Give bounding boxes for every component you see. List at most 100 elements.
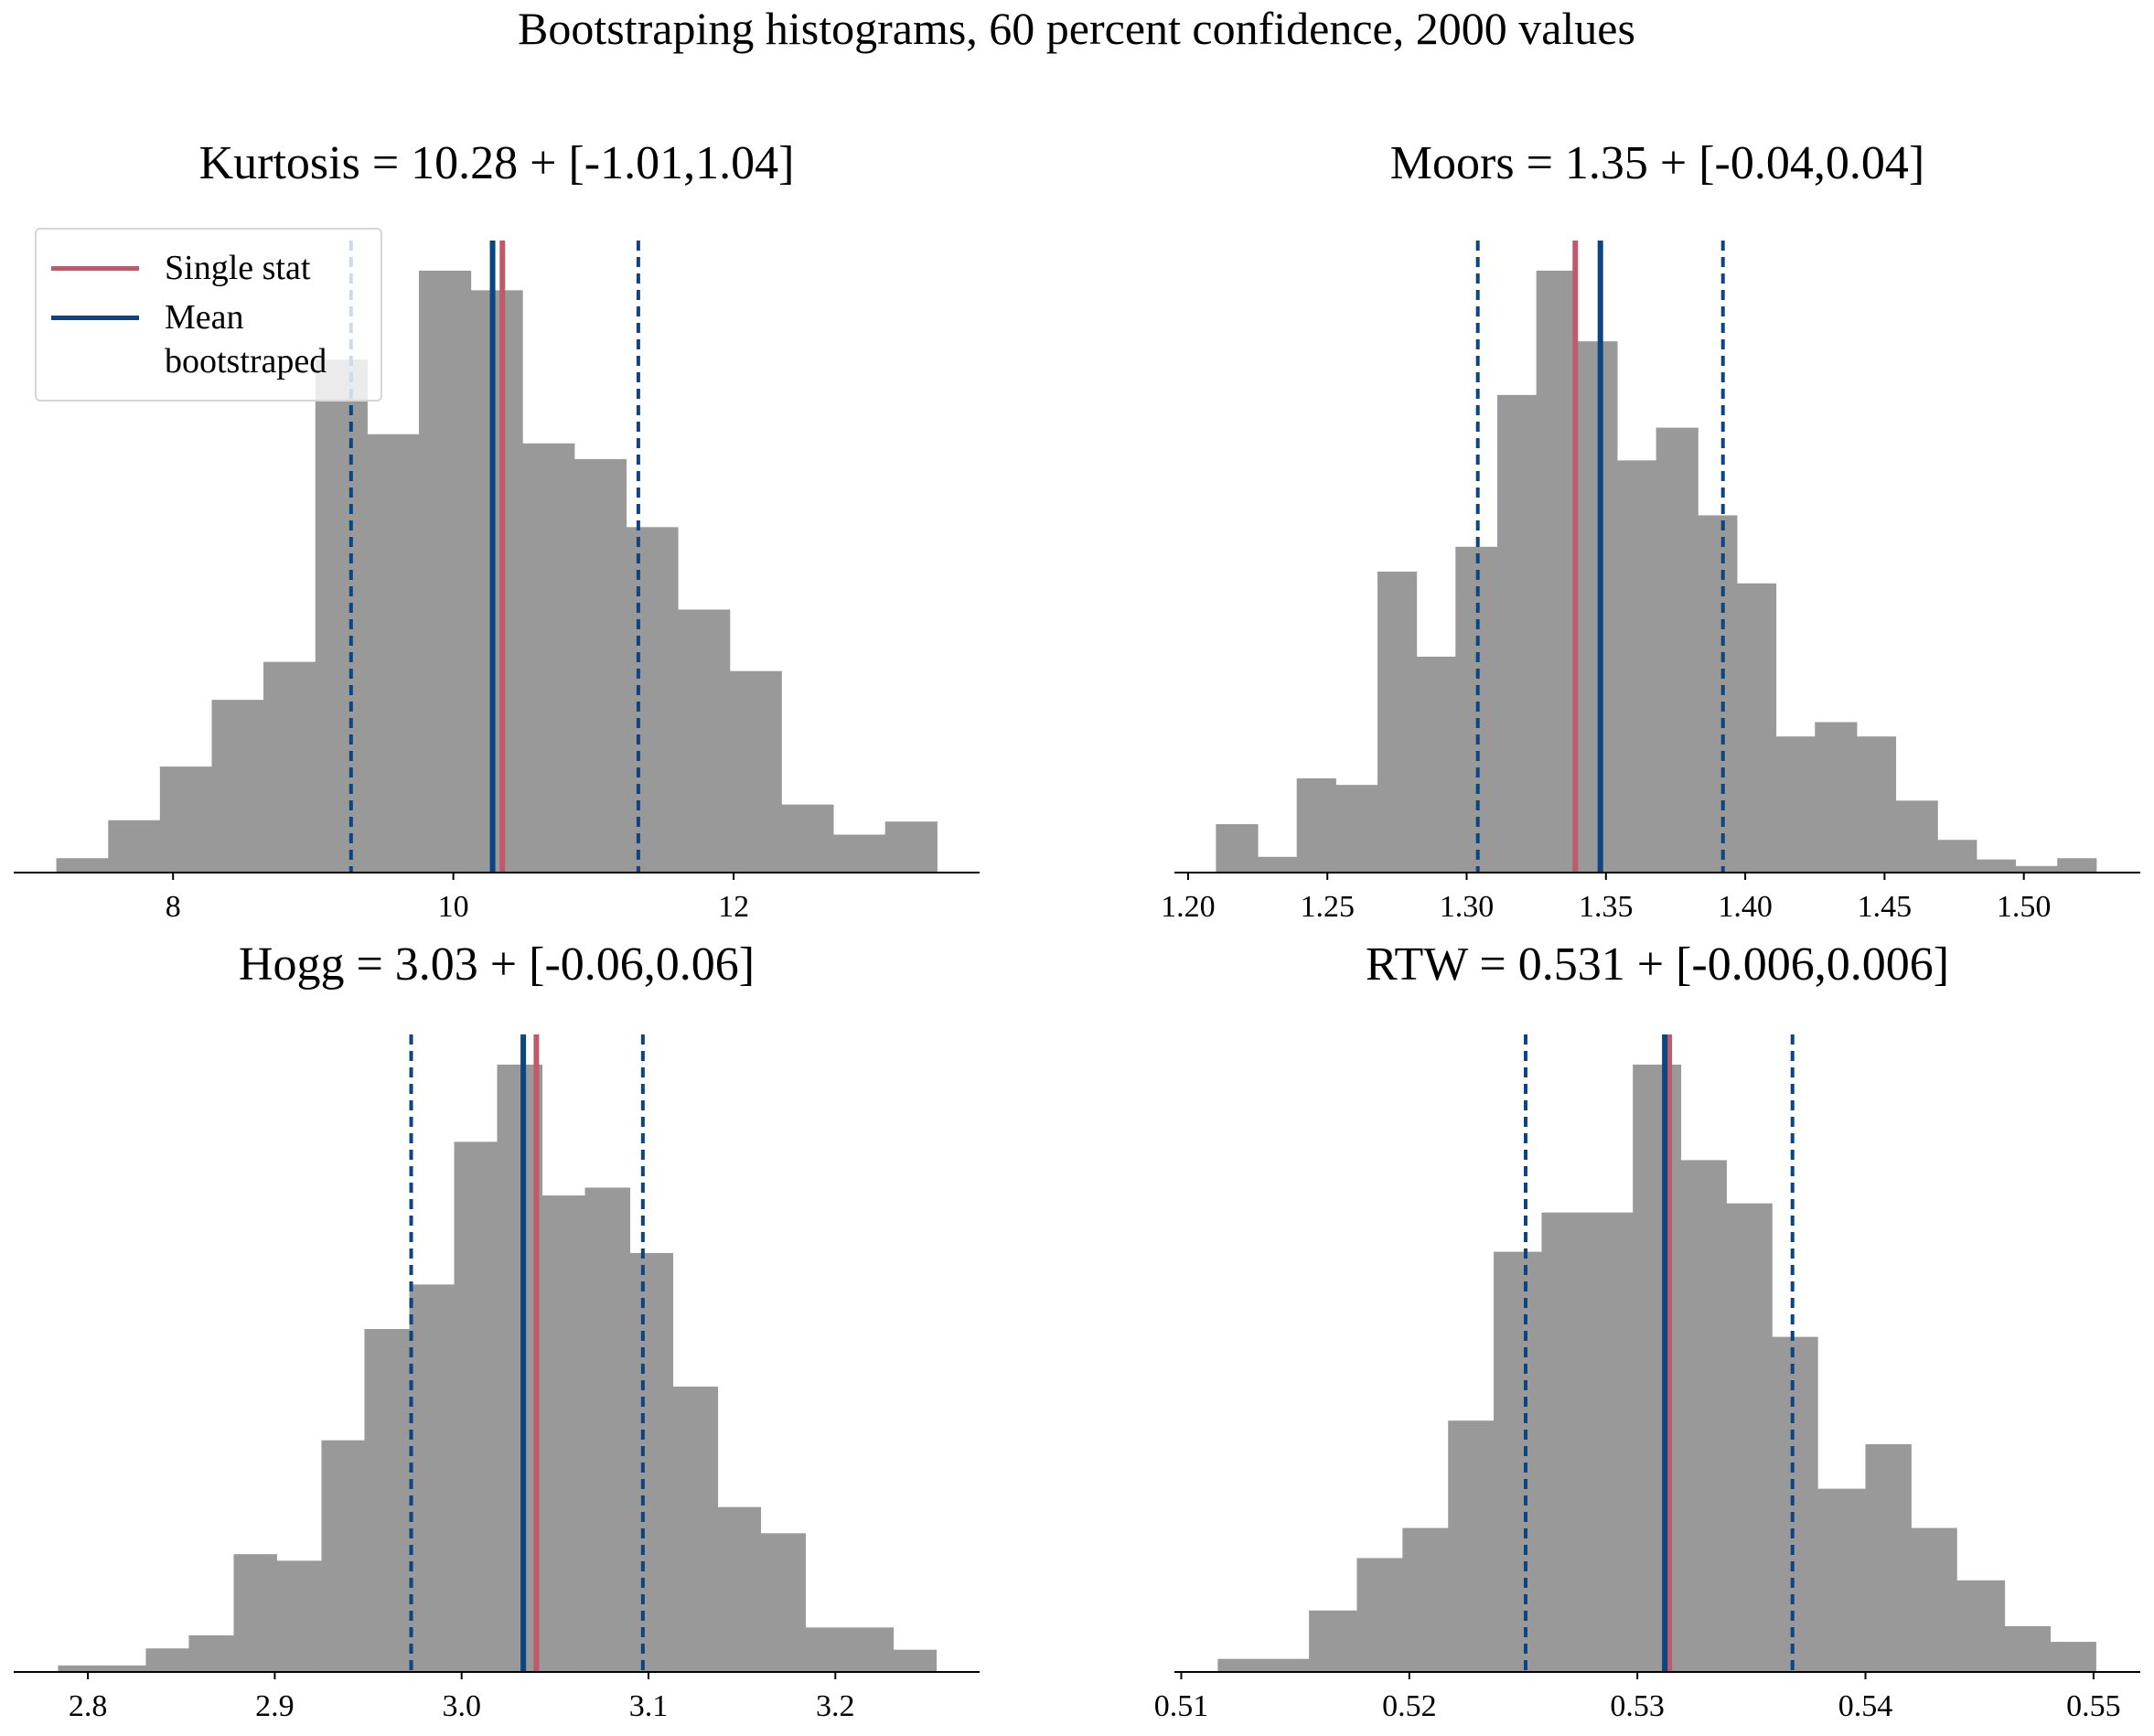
x-tick-label: 8 [166,890,181,924]
histogram-bar [454,1141,498,1672]
x-tick-label: 3.0 [442,1689,481,1723]
histogram-bar [1536,270,1576,873]
histogram-bar [1656,427,1699,873]
histogram-bar [1263,1658,1310,1672]
histogram-bar [1772,1336,1818,1672]
x-tick-label: 3.2 [816,1689,855,1723]
x-tick-label: 0.51 [1154,1689,1209,1723]
histogram-bar [1416,656,1456,873]
x-tick-label: 0.53 [1610,1689,1665,1723]
histogram-bar [1726,1203,1773,1672]
legend-entry: Single stat [51,246,366,290]
histogram-bar [1356,1558,1403,1672]
histogram-bar [1541,1212,1588,1672]
x-tick-label: 3.1 [629,1689,669,1723]
histogram-bar [672,1386,719,1672]
histogram-bar [1335,785,1378,873]
legend-label: Mean bootstraped [165,298,327,380]
histogram-bar [781,804,834,873]
histogram-bar [541,1195,586,1672]
histogram-bar [884,821,938,873]
chart-title: RTW = 0.531 + [-0.006,0.006] [1366,938,1949,991]
chart-title: Hogg = 3.03 + [-0.06,0.06] [239,938,755,991]
histogram-bar [2015,865,2058,873]
histogram-bar [584,1187,631,1672]
histogram-bar [1616,460,1657,873]
histogram-bar [760,1533,807,1672]
histogram-bar [1775,736,1816,873]
histogram-bar [159,766,213,873]
histogram-bar [364,1329,410,1672]
legend-entry: Mean bootstraped [51,295,366,383]
histogram-bar [893,1649,938,1672]
histogram-bar [573,458,627,873]
legend-label: Single stat [165,249,311,287]
histogram-bar [1976,859,2017,873]
histogram-bar [1296,777,1336,873]
x-tick-label: 1.45 [1858,890,1913,924]
histogram-bar [1937,840,1977,873]
histogram-bar [1309,1610,1357,1672]
histogram-bar [409,1284,455,1672]
histogram-bar [678,609,731,873]
histogram-bar [1680,1160,1727,1672]
histogram-bar [145,1648,189,1672]
legend: Single stat Mean bootstraped [35,228,382,402]
x-tick-label: 1.40 [1718,890,1773,924]
histogram-bar [729,670,782,873]
x-tick-label: 1.30 [1440,890,1495,924]
legend-swatch [51,266,139,271]
histogram-bar [848,1627,895,1672]
x-tick-label: 0.52 [1382,1689,1437,1723]
histogram-bar [1815,722,1858,873]
x-tick-label: 1.50 [1997,890,2052,924]
x-tick-label: 0.55 [2066,1689,2121,1723]
chart-title: Kurtosis = 10.28 + [-1.01,1.04] [199,137,795,189]
histogram-bar [1895,800,1938,873]
histogram-bar [626,527,679,873]
histogram-bar [233,1554,277,1672]
histogram-bar [1497,394,1538,873]
histogram-bar [1698,515,1738,873]
histogram-bar [1911,1527,1957,1672]
histogram-bar [1377,571,1418,873]
figure-title: Bootstraping histograms, 60 percent conf… [518,3,1635,54]
histogram-bar [56,858,109,873]
histogram-bar [1633,1064,1682,1672]
histogram-bar [717,1506,762,1672]
histogram-bar [1817,1488,1867,1672]
histogram-bar [1402,1527,1449,1672]
histogram-bar [1865,1443,1912,1672]
histogram-bar [1956,1580,2006,1672]
histogram-bar [315,359,368,873]
x-tick-label: 2.8 [69,1689,108,1723]
x-tick-label: 2.9 [255,1689,295,1723]
x-tick-label: 0.54 [1838,1689,1893,1723]
histogram-bar [263,661,316,873]
histogram-bar [188,1634,234,1672]
histogram-bar [1217,1658,1264,1672]
histogram-bar [1258,856,1298,873]
x-tick-label: 1.25 [1300,890,1355,924]
histogram-bar [2050,1642,2096,1672]
histogram-bar [58,1665,102,1672]
histogram-bar [2057,858,2097,873]
histogram-bar [1736,583,1777,873]
histogram-bar [629,1253,674,1672]
histogram-bar [1575,341,1618,873]
chart-title: Moors = 1.35 + [-0.04,0.04] [1390,137,1924,189]
histogram-bar [367,434,420,873]
histogram-bar [211,700,264,873]
histogram-bar [276,1560,322,1672]
x-tick-label: 1.20 [1161,890,1216,924]
histogram-bar [805,1627,850,1672]
x-tick-label: 1.35 [1579,890,1634,924]
histogram-bar [833,834,886,873]
histogram-bar [1494,1251,1542,1672]
histogram-bar [321,1440,365,1672]
histogram-bar [101,1665,146,1672]
histogram-bar [108,820,161,873]
histogram-bar [1216,824,1259,873]
